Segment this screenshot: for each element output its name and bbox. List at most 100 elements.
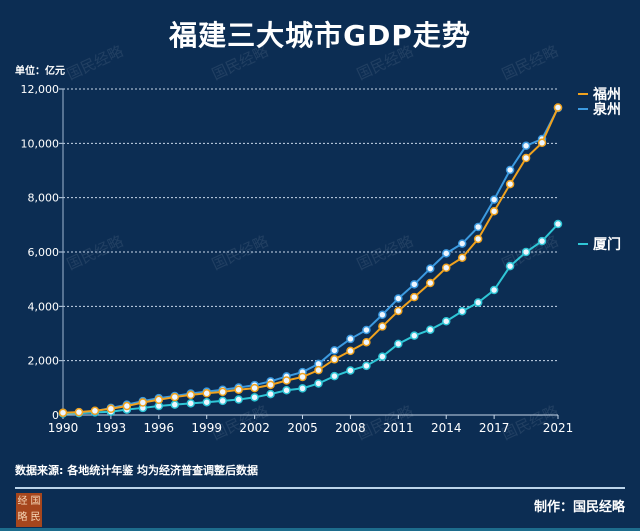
- data-point: [218, 387, 227, 397]
- x-tick-label: 1999: [191, 421, 222, 435]
- data-point: [457, 253, 467, 262]
- data-point: [394, 339, 403, 349]
- data-point: [553, 219, 563, 229]
- x-tick-label: 2014: [431, 421, 462, 435]
- data-point: [426, 264, 435, 273]
- data-point: [346, 346, 355, 356]
- x-tick-label: 1996: [144, 421, 175, 435]
- watermark: 国民经略: [354, 42, 416, 84]
- x-tick-label: 2017: [479, 421, 510, 435]
- unit-label: 单位：亿元: [15, 66, 65, 77]
- data-point: [553, 103, 563, 112]
- data-point: [378, 322, 387, 331]
- chart-title: 福建三大城市GDP走势: [169, 19, 471, 52]
- data-point: [410, 331, 419, 340]
- data-point: [282, 386, 291, 395]
- data-point: [186, 390, 195, 400]
- data-point: [521, 247, 531, 257]
- data-point: [505, 165, 515, 175]
- data-point: [521, 153, 531, 163]
- data-point: [505, 261, 515, 271]
- data-point: [106, 404, 116, 414]
- data-point: [122, 401, 132, 411]
- data-point: [170, 400, 180, 409]
- data-point: [314, 365, 323, 375]
- data-point: [298, 384, 307, 393]
- data-point: [250, 383, 259, 393]
- data-point: [489, 285, 499, 295]
- x-tick-label: 1993: [96, 421, 127, 435]
- data-point: [330, 346, 339, 355]
- data-point: [473, 234, 483, 244]
- legend-label: 厦门: [593, 236, 621, 253]
- legend-label: 福州: [592, 86, 621, 103]
- divider: [15, 487, 625, 489]
- data-point: [154, 395, 164, 405]
- data-point: [58, 408, 68, 417]
- data-point: [441, 317, 451, 326]
- x-tick-label: 2005: [287, 421, 318, 435]
- data-point: [378, 352, 387, 361]
- data-point: [362, 337, 371, 347]
- data-point: [330, 371, 339, 381]
- data-point: [202, 389, 211, 398]
- data-point: [138, 398, 148, 407]
- data-point: [298, 372, 307, 382]
- data-point: [457, 239, 467, 248]
- x-tick-label: 1990: [48, 421, 79, 435]
- data-point: [170, 392, 180, 402]
- watermark: 国民经略: [64, 42, 126, 84]
- data-point: [426, 325, 435, 334]
- y-tick-label: 12,000: [21, 83, 60, 96]
- data-point: [473, 298, 483, 307]
- data-point: [537, 236, 547, 246]
- logo-char: 民: [30, 512, 41, 523]
- x-tick-label: 2021: [543, 421, 574, 435]
- bottom-bar: [0, 528, 640, 531]
- data-point: [250, 393, 259, 402]
- x-tick-label: 2008: [335, 421, 366, 435]
- data-point: [90, 406, 100, 416]
- logo-char: 经: [17, 496, 28, 507]
- data-point: [426, 278, 435, 288]
- data-point: [218, 396, 227, 406]
- data-point: [489, 195, 499, 204]
- data-point: [410, 292, 419, 302]
- data-point: [186, 399, 195, 408]
- data-point: [346, 334, 355, 344]
- watermark: 国民经略: [64, 232, 126, 274]
- data-point: [330, 355, 339, 364]
- data-point: [282, 376, 291, 385]
- legend-label: 泉州: [593, 101, 621, 118]
- data-point: [489, 207, 499, 216]
- data-point: [234, 395, 243, 404]
- data-point: [394, 294, 403, 303]
- data-point: [74, 407, 84, 417]
- logo: 经国 略民: [16, 493, 42, 527]
- data-point: [202, 397, 211, 407]
- logo-char: 略: [17, 512, 28, 523]
- data-source: 数据来源: 各地统计年鉴 均为经济普查调整后数据: [15, 464, 259, 477]
- data-point: [457, 306, 467, 316]
- data-point: [521, 141, 531, 151]
- data-point: [266, 380, 275, 390]
- logo-char: 国: [30, 496, 41, 507]
- data-point: [234, 385, 243, 394]
- y-tick-label: 8,000: [28, 192, 60, 205]
- data-point: [473, 222, 483, 232]
- x-tick-label: 2011: [383, 421, 414, 435]
- data-point: [378, 310, 387, 320]
- watermark: 国民经略: [499, 42, 561, 84]
- data-point: [410, 280, 419, 289]
- data-point: [537, 138, 547, 148]
- watermark: 国民经略: [209, 232, 271, 274]
- watermark: 国民经略: [209, 42, 271, 84]
- data-point: [266, 389, 275, 399]
- data-point: [441, 263, 451, 273]
- y-tick-label: 10,000: [21, 137, 60, 150]
- data-point: [394, 306, 403, 316]
- data-point: [362, 325, 371, 335]
- data-point: [441, 249, 451, 258]
- credit: 制作：国民经略: [533, 500, 625, 515]
